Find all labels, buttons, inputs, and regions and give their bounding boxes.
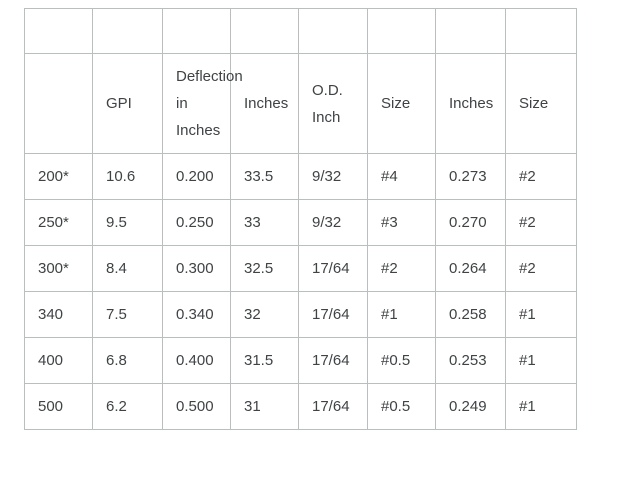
cell-size-2: #1 bbox=[505, 291, 577, 338]
cell-inches: 0.270 bbox=[435, 199, 506, 246]
cell-od: 17/64 bbox=[298, 383, 368, 430]
arrow-spine-spec-table: GPI Deflection in Inches Inches O.D. Inc… bbox=[24, 8, 577, 430]
cell-spine: 250* bbox=[24, 199, 93, 246]
cell-size-2: #2 bbox=[505, 199, 577, 246]
header-cell-spine bbox=[24, 53, 93, 154]
empty-cell bbox=[24, 8, 93, 54]
cell-gpi: 7.5 bbox=[92, 291, 163, 338]
cell-spine: 500 bbox=[24, 383, 93, 430]
empty-cell bbox=[435, 8, 506, 54]
cell-od: 17/64 bbox=[298, 291, 368, 338]
cell-length: 31.5 bbox=[230, 337, 299, 384]
cell-gpi: 6.2 bbox=[92, 383, 163, 430]
cell-inches: 0.258 bbox=[435, 291, 506, 338]
header-cell-length-inches: Inches bbox=[230, 53, 299, 154]
cell-inches: 0.264 bbox=[435, 245, 506, 292]
cell-size: #0.5 bbox=[367, 383, 436, 430]
empty-cell bbox=[505, 8, 577, 54]
cell-size: #1 bbox=[367, 291, 436, 338]
cell-length: 33.5 bbox=[230, 153, 299, 200]
cell-deflection: 0.300 bbox=[162, 245, 231, 292]
header-cell-deflection: Deflection in Inches bbox=[162, 53, 243, 154]
cell-od: 17/64 bbox=[298, 245, 368, 292]
table-row: 300* 8.4 0.300 32.5 17/64 #2 0.264 #2 bbox=[24, 245, 577, 292]
cell-length: 32.5 bbox=[230, 245, 299, 292]
table-row-empty bbox=[24, 8, 577, 54]
cell-gpi: 10.6 bbox=[92, 153, 163, 200]
cell-spine: 340 bbox=[24, 291, 93, 338]
cell-size: #4 bbox=[367, 153, 436, 200]
header-cell-gpi: GPI bbox=[92, 53, 163, 154]
cell-od: 9/32 bbox=[298, 199, 368, 246]
cell-size-2: #1 bbox=[505, 337, 577, 384]
table-row: 400 6.8 0.400 31.5 17/64 #0.5 0.253 #1 bbox=[24, 337, 577, 384]
empty-cell bbox=[298, 8, 368, 54]
cell-size: #2 bbox=[367, 245, 436, 292]
cell-length: 32 bbox=[230, 291, 299, 338]
empty-cell bbox=[162, 8, 231, 54]
cell-spine: 200* bbox=[24, 153, 93, 200]
cell-size: #0.5 bbox=[367, 337, 436, 384]
cell-length: 33 bbox=[230, 199, 299, 246]
cell-size: #3 bbox=[367, 199, 436, 246]
header-cell-inches: Inches bbox=[435, 53, 506, 154]
cell-gpi: 6.8 bbox=[92, 337, 163, 384]
cell-length: 31 bbox=[230, 383, 299, 430]
table-row: 340 7.5 0.340 32 17/64 #1 0.258 #1 bbox=[24, 291, 577, 338]
cell-deflection: 0.400 bbox=[162, 337, 231, 384]
cell-gpi: 8.4 bbox=[92, 245, 163, 292]
empty-cell bbox=[367, 8, 436, 54]
cell-inches: 0.249 bbox=[435, 383, 506, 430]
table-row: 500 6.2 0.500 31 17/64 #0.5 0.249 #1 bbox=[24, 383, 577, 430]
header-cell-od-inch: O.D. Inch bbox=[298, 53, 368, 154]
cell-deflection: 0.250 bbox=[162, 199, 231, 246]
empty-cell bbox=[92, 8, 163, 54]
header-cell-size: Size bbox=[367, 53, 436, 154]
cell-spine: 400 bbox=[24, 337, 93, 384]
table-header-row: GPI Deflection in Inches Inches O.D. Inc… bbox=[24, 53, 577, 154]
cell-size-2: #2 bbox=[505, 153, 577, 200]
cell-size-2: #1 bbox=[505, 383, 577, 430]
cell-inches: 0.253 bbox=[435, 337, 506, 384]
table-row: 250* 9.5 0.250 33 9/32 #3 0.270 #2 bbox=[24, 199, 577, 246]
cell-od: 17/64 bbox=[298, 337, 368, 384]
header-cell-size-2: Size bbox=[505, 53, 577, 154]
cell-deflection: 0.340 bbox=[162, 291, 231, 338]
cell-od: 9/32 bbox=[298, 153, 368, 200]
table-row: 200* 10.6 0.200 33.5 9/32 #4 0.273 #2 bbox=[24, 153, 577, 200]
cell-inches: 0.273 bbox=[435, 153, 506, 200]
cell-spine: 300* bbox=[24, 245, 93, 292]
cell-size-2: #2 bbox=[505, 245, 577, 292]
cell-deflection: 0.200 bbox=[162, 153, 231, 200]
empty-cell bbox=[230, 8, 299, 54]
cell-gpi: 9.5 bbox=[92, 199, 163, 246]
cell-deflection: 0.500 bbox=[162, 383, 231, 430]
